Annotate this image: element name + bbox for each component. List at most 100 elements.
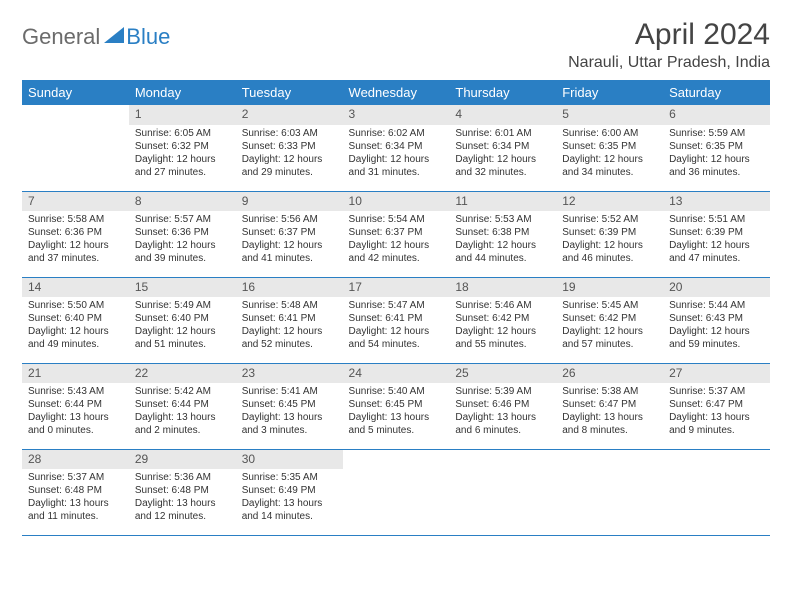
calendar-cell: 14Sunrise: 5:50 AMSunset: 6:40 PMDayligh… <box>22 277 129 363</box>
calendar-cell: 16Sunrise: 5:48 AMSunset: 6:41 PMDayligh… <box>236 277 343 363</box>
day-number: 12 <box>556 192 663 212</box>
calendar-cell: 6Sunrise: 5:59 AMSunset: 6:35 PMDaylight… <box>663 105 770 191</box>
day-sunrise: Sunrise: 5:54 AM <box>349 213 444 226</box>
day-daylight1: Daylight: 12 hours <box>562 325 657 338</box>
calendar-cell: 30Sunrise: 5:35 AMSunset: 6:49 PMDayligh… <box>236 449 343 535</box>
day-sunrise: Sunrise: 5:56 AM <box>242 213 337 226</box>
day-daylight1: Daylight: 12 hours <box>562 239 657 252</box>
day-daylight2: and 14 minutes. <box>242 510 337 523</box>
calendar-cell: 26Sunrise: 5:38 AMSunset: 6:47 PMDayligh… <box>556 363 663 449</box>
day-content: Sunrise: 5:38 AMSunset: 6:47 PMDaylight:… <box>556 383 663 441</box>
day-daylight1: Daylight: 12 hours <box>135 325 230 338</box>
day-daylight2: and 2 minutes. <box>135 424 230 437</box>
day-sunrise: Sunrise: 5:38 AM <box>562 385 657 398</box>
calendar-cell: 8Sunrise: 5:57 AMSunset: 6:36 PMDaylight… <box>129 191 236 277</box>
calendar-cell <box>343 449 450 535</box>
day-sunset: Sunset: 6:44 PM <box>135 398 230 411</box>
day-content: Sunrise: 5:44 AMSunset: 6:43 PMDaylight:… <box>663 297 770 355</box>
logo: General Blue <box>22 24 170 50</box>
day-content: Sunrise: 6:02 AMSunset: 6:34 PMDaylight:… <box>343 125 450 183</box>
logo-text-blue: Blue <box>126 24 170 50</box>
day-content: Sunrise: 5:51 AMSunset: 6:39 PMDaylight:… <box>663 211 770 269</box>
calendar-cell: 5Sunrise: 6:00 AMSunset: 6:35 PMDaylight… <box>556 105 663 191</box>
day-daylight1: Daylight: 12 hours <box>669 325 764 338</box>
day-content: Sunrise: 5:39 AMSunset: 6:46 PMDaylight:… <box>449 383 556 441</box>
day-number: 3 <box>343 105 450 125</box>
day-daylight2: and 52 minutes. <box>242 338 337 351</box>
day-sunset: Sunset: 6:35 PM <box>669 140 764 153</box>
day-number: 10 <box>343 192 450 212</box>
day-number: 24 <box>343 364 450 384</box>
day-content: Sunrise: 5:57 AMSunset: 6:36 PMDaylight:… <box>129 211 236 269</box>
day-sunset: Sunset: 6:33 PM <box>242 140 337 153</box>
day-content: Sunrise: 5:40 AMSunset: 6:45 PMDaylight:… <box>343 383 450 441</box>
day-content: Sunrise: 5:35 AMSunset: 6:49 PMDaylight:… <box>236 469 343 527</box>
calendar-cell: 25Sunrise: 5:39 AMSunset: 6:46 PMDayligh… <box>449 363 556 449</box>
day-number <box>556 450 663 454</box>
day-daylight1: Daylight: 12 hours <box>669 239 764 252</box>
month-title: April 2024 <box>568 18 770 52</box>
day-number <box>22 105 129 109</box>
day-daylight1: Daylight: 13 hours <box>28 497 123 510</box>
day-sunrise: Sunrise: 5:35 AM <box>242 471 337 484</box>
day-daylight2: and 6 minutes. <box>455 424 550 437</box>
day-number: 17 <box>343 278 450 298</box>
calendar-cell: 1Sunrise: 6:05 AMSunset: 6:32 PMDaylight… <box>129 105 236 191</box>
day-daylight2: and 37 minutes. <box>28 252 123 265</box>
day-daylight1: Daylight: 13 hours <box>135 497 230 510</box>
day-daylight2: and 46 minutes. <box>562 252 657 265</box>
day-daylight2: and 42 minutes. <box>349 252 444 265</box>
day-number <box>663 450 770 454</box>
day-daylight1: Daylight: 13 hours <box>455 411 550 424</box>
day-sunset: Sunset: 6:42 PM <box>562 312 657 325</box>
day-daylight2: and 5 minutes. <box>349 424 444 437</box>
day-sunset: Sunset: 6:41 PM <box>349 312 444 325</box>
day-content: Sunrise: 5:54 AMSunset: 6:37 PMDaylight:… <box>343 211 450 269</box>
day-daylight1: Daylight: 12 hours <box>455 239 550 252</box>
calendar-cell: 24Sunrise: 5:40 AMSunset: 6:45 PMDayligh… <box>343 363 450 449</box>
day-sunset: Sunset: 6:37 PM <box>242 226 337 239</box>
title-block: April 2024 Narauli, Uttar Pradesh, India <box>568 18 770 72</box>
day-sunrise: Sunrise: 5:37 AM <box>28 471 123 484</box>
day-number: 1 <box>129 105 236 125</box>
calendar-table: Sunday Monday Tuesday Wednesday Thursday… <box>22 80 770 536</box>
day-number: 30 <box>236 450 343 470</box>
day-content: Sunrise: 6:00 AMSunset: 6:35 PMDaylight:… <box>556 125 663 183</box>
calendar-cell: 12Sunrise: 5:52 AMSunset: 6:39 PMDayligh… <box>556 191 663 277</box>
day-sunrise: Sunrise: 5:48 AM <box>242 299 337 312</box>
calendar-cell: 27Sunrise: 5:37 AMSunset: 6:47 PMDayligh… <box>663 363 770 449</box>
day-sunrise: Sunrise: 5:39 AM <box>455 385 550 398</box>
day-sunrise: Sunrise: 5:36 AM <box>135 471 230 484</box>
day-sunset: Sunset: 6:40 PM <box>135 312 230 325</box>
day-sunrise: Sunrise: 5:57 AM <box>135 213 230 226</box>
weekday-header: Tuesday <box>236 80 343 105</box>
day-sunrise: Sunrise: 5:50 AM <box>28 299 123 312</box>
day-sunrise: Sunrise: 5:52 AM <box>562 213 657 226</box>
day-number: 14 <box>22 278 129 298</box>
day-number: 11 <box>449 192 556 212</box>
calendar-row: 28Sunrise: 5:37 AMSunset: 6:48 PMDayligh… <box>22 449 770 535</box>
calendar-cell: 28Sunrise: 5:37 AMSunset: 6:48 PMDayligh… <box>22 449 129 535</box>
day-daylight2: and 0 minutes. <box>28 424 123 437</box>
day-sunset: Sunset: 6:36 PM <box>135 226 230 239</box>
day-daylight1: Daylight: 12 hours <box>349 325 444 338</box>
day-daylight2: and 47 minutes. <box>669 252 764 265</box>
day-daylight1: Daylight: 12 hours <box>28 239 123 252</box>
location: Narauli, Uttar Pradesh, India <box>568 54 770 72</box>
calendar-row: 21Sunrise: 5:43 AMSunset: 6:44 PMDayligh… <box>22 363 770 449</box>
day-content: Sunrise: 5:47 AMSunset: 6:41 PMDaylight:… <box>343 297 450 355</box>
day-sunset: Sunset: 6:45 PM <box>242 398 337 411</box>
day-number: 9 <box>236 192 343 212</box>
calendar-cell: 17Sunrise: 5:47 AMSunset: 6:41 PMDayligh… <box>343 277 450 363</box>
day-sunset: Sunset: 6:34 PM <box>349 140 444 153</box>
day-daylight2: and 8 minutes. <box>562 424 657 437</box>
day-content: Sunrise: 6:03 AMSunset: 6:33 PMDaylight:… <box>236 125 343 183</box>
day-sunrise: Sunrise: 5:59 AM <box>669 127 764 140</box>
day-daylight1: Daylight: 13 hours <box>135 411 230 424</box>
day-sunrise: Sunrise: 6:02 AM <box>349 127 444 140</box>
day-number: 7 <box>22 192 129 212</box>
day-sunrise: Sunrise: 5:37 AM <box>669 385 764 398</box>
day-content: Sunrise: 5:45 AMSunset: 6:42 PMDaylight:… <box>556 297 663 355</box>
day-content: Sunrise: 5:46 AMSunset: 6:42 PMDaylight:… <box>449 297 556 355</box>
day-sunrise: Sunrise: 5:49 AM <box>135 299 230 312</box>
